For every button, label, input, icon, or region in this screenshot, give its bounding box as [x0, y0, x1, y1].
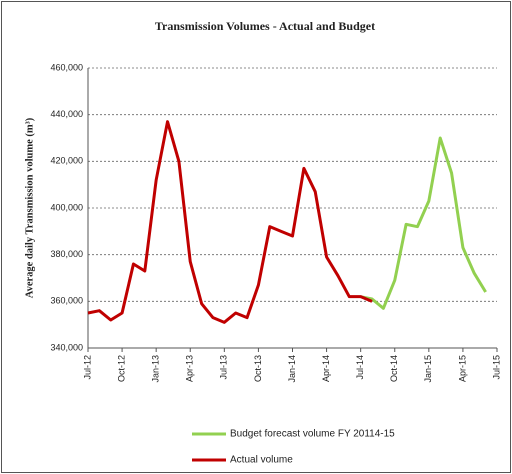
- legend-label: Actual volume: [230, 455, 293, 466]
- x-tick-label: Oct-12: [116, 355, 126, 382]
- x-tick-label: Jan-13: [151, 355, 161, 383]
- x-tick-label: Oct-14: [389, 355, 399, 382]
- y-tick-label: 420,000: [50, 156, 83, 166]
- x-tick-label: Jan-14: [287, 355, 297, 383]
- y-tick-label: 380,000: [50, 249, 83, 259]
- chart-title: Transmission Volumes - Actual and Budget: [155, 19, 375, 33]
- x-tick-label: Oct-13: [253, 355, 263, 382]
- y-axis-label: Average daily Transmission volume (m³): [24, 117, 35, 298]
- x-tick-label: Jul-12: [82, 355, 92, 380]
- y-tick-label: 340,000: [50, 342, 83, 352]
- series-line: [87, 120, 373, 324]
- y-tick-label: 460,000: [50, 62, 83, 72]
- x-tick-label: Apr-15: [457, 355, 467, 382]
- x-tick-label: Jul-14: [355, 355, 365, 380]
- x-tick-label: Jul-13: [219, 355, 229, 380]
- x-tick-label: Jan-15: [423, 355, 433, 383]
- x-tick-label: Apr-13: [185, 355, 195, 382]
- y-tick-label: 360,000: [50, 296, 83, 306]
- x-tick-label: Jul-15: [491, 355, 501, 380]
- legend-label: Budget forecast volume FY 20114-15: [230, 429, 395, 440]
- x-tick-label: Apr-14: [321, 355, 331, 382]
- y-tick-label: 400,000: [50, 202, 83, 212]
- series-line: [360, 136, 487, 310]
- y-tick-label: 440,000: [50, 109, 83, 119]
